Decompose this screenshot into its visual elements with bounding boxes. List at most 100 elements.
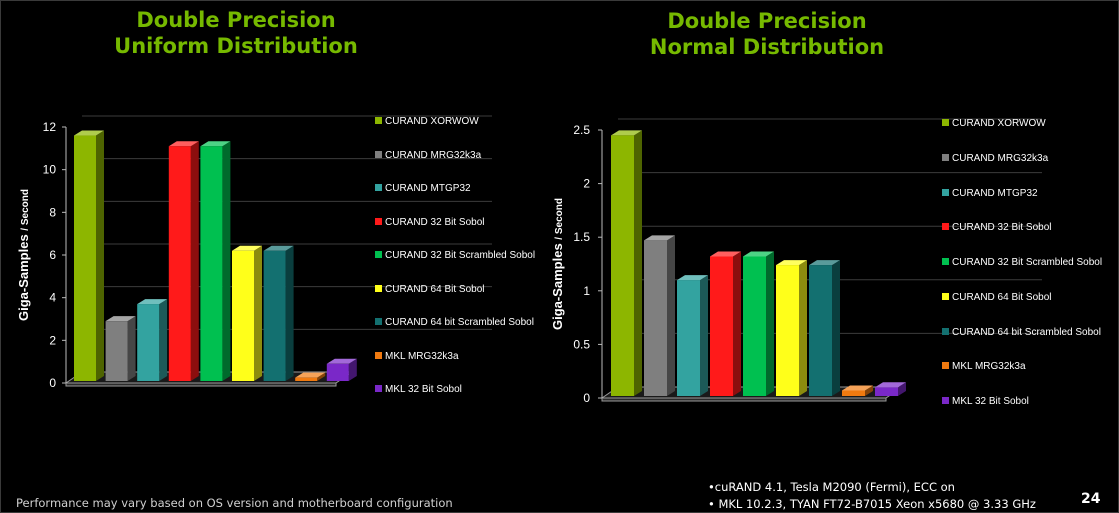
- chart-2-title-line-2: Normal Distribution: [649, 35, 885, 59]
- bar-front: [263, 250, 286, 381]
- bar-front: [168, 146, 191, 381]
- legend-swatch: [375, 385, 382, 392]
- bar-top: [644, 235, 675, 241]
- legend-label: CURAND 32 Bit Scrambled Sobol: [385, 250, 536, 261]
- legend-swatch: [942, 153, 949, 161]
- chart-floor-edge: [65, 382, 337, 387]
- bar-curand-32-bit-scrambled-sobol: [200, 141, 231, 381]
- legend-item: CURAND 64 Bit Sobol: [375, 284, 484, 296]
- performance-note: Performance may vary based on OS version…: [16, 496, 453, 510]
- legend-item: CURAND 64 Bit Sobol: [942, 292, 1051, 304]
- y-tick-label: 1: [583, 284, 590, 298]
- bar-top: [295, 372, 326, 378]
- y-axis-label: Giga-Samples / Second: [16, 189, 31, 321]
- bar-front: [677, 280, 700, 396]
- y-tick-label: 10: [43, 163, 57, 177]
- legend-swatch: [375, 150, 382, 158]
- bar-front: [200, 146, 223, 381]
- legend-item: CURAND MRG32k3a: [375, 150, 481, 162]
- bar-side: [799, 260, 807, 396]
- legend-label: CURAND XORWOW: [952, 118, 1046, 129]
- bar-front: [776, 265, 799, 396]
- bar-front: [74, 135, 96, 381]
- legend-label: MKL MRG32k3a: [385, 350, 459, 362]
- legend-label: CURAND MRG32k3a: [952, 152, 1049, 164]
- bar-front: [105, 321, 128, 381]
- legend-item: CURAND 32 Bit Scrambled Sobol: [942, 257, 1102, 269]
- chart-2-title-line-1: Double Precision: [667, 9, 867, 33]
- y-axis-label-main: Giga-Samples: [550, 240, 565, 330]
- legend-label: CURAND 64 Bit Sobol: [385, 283, 485, 295]
- legend-swatch: [375, 184, 382, 191]
- legend-swatch: [942, 119, 949, 126]
- y-tick-label: 2: [49, 333, 56, 347]
- legend-label: CURAND 64 bit Scrambled Sobol: [952, 326, 1101, 338]
- y-tick-label: 12: [43, 120, 57, 134]
- legend-swatch: [375, 217, 382, 225]
- legend-item: MKL MRG32k3a: [942, 361, 1026, 373]
- bar-top: [74, 130, 104, 136]
- legend-item: CURAND 64 bit Scrambled Sobol: [942, 327, 1101, 339]
- bar-curand-64-bit-scrambled-sobol: [263, 245, 294, 381]
- bar-top: [232, 245, 262, 251]
- legend-item: MKL MRG32k3a: [375, 351, 459, 363]
- legend-label: CURAND 32 Bit Sobol: [385, 216, 485, 228]
- bar-side: [254, 245, 262, 381]
- bar-curand-mrg32k3a: [644, 235, 675, 396]
- bar-front: [326, 363, 349, 381]
- legend-item: CURAND 32 Bit Sobol: [375, 217, 484, 229]
- legend-swatch: [375, 251, 382, 258]
- bar-top: [326, 358, 357, 364]
- bar-curand-xorwow: [74, 130, 104, 381]
- legend-label: CURAND 64 Bit Sobol: [952, 291, 1052, 303]
- bar-top: [137, 299, 168, 305]
- bar-side: [898, 382, 906, 396]
- legend-item: CURAND 64 bit Scrambled Sobol: [375, 317, 534, 329]
- bar-top: [263, 245, 294, 251]
- system-info: •cuRAND 4.1, Tesla M2090 (Fermi), ECC on…: [708, 479, 1036, 513]
- bar-top: [842, 385, 873, 391]
- bar-side: [285, 245, 294, 381]
- chart-2-title: Double Precision Normal Distribution: [617, 8, 917, 60]
- bar-top: [875, 382, 906, 388]
- legend-item: CURAND XORWOW: [375, 116, 479, 128]
- y-tick-label: 0.5: [573, 337, 590, 351]
- bar-top: [611, 130, 642, 136]
- legend-label: CURAND MRG32k3a: [385, 149, 482, 161]
- bar-side: [317, 372, 326, 381]
- bar-front: [137, 304, 160, 381]
- y-axis-label-unit: / Second: [20, 189, 31, 231]
- bar-top: [200, 141, 231, 147]
- bar-side: [766, 251, 774, 396]
- bar-curand-mrg32k3a: [105, 316, 136, 381]
- bar-curand-32-bit-sobol: [168, 141, 199, 381]
- bar-side: [190, 141, 199, 381]
- bar-side: [733, 251, 741, 396]
- bar-front: [611, 135, 634, 397]
- y-axis-label-main: Giga-Samples: [16, 231, 31, 321]
- y-tick-label: 0: [49, 376, 56, 390]
- bar-front: [295, 377, 318, 381]
- legend-swatch: [375, 318, 382, 325]
- bar-top: [809, 260, 840, 266]
- legend-item: CURAND MRG32k3a: [942, 153, 1048, 165]
- legend-label: CURAND 32 Bit Sobol: [952, 222, 1052, 234]
- bar-top: [168, 141, 199, 147]
- legend-swatch: [942, 362, 949, 370]
- y-tick-label: 2.5: [573, 123, 590, 137]
- legend-label: CURAND 32 Bit Scrambled Sobol: [952, 257, 1103, 268]
- bar-curand-32-bit-scrambled-sobol: [743, 251, 774, 396]
- system-info-line-1: •cuRAND 4.1, Tesla M2090 (Fermi), ECC on: [708, 480, 955, 494]
- legend-label: CURAND XORWOW: [385, 116, 479, 127]
- bar-side: [127, 316, 136, 381]
- bar-top: [776, 260, 807, 266]
- bar-side: [96, 130, 104, 381]
- bar-mkl-32-bit-sobol: [875, 382, 906, 396]
- legend-swatch: [942, 258, 949, 265]
- bar-side: [832, 260, 840, 396]
- y-tick-label: 1.5: [573, 230, 590, 244]
- legend-label: CURAND 64 bit Scrambled Sobol: [385, 317, 534, 328]
- bar-top: [743, 251, 774, 257]
- legend-item: CURAND MTGP32: [942, 188, 1038, 200]
- bar-side: [667, 235, 675, 396]
